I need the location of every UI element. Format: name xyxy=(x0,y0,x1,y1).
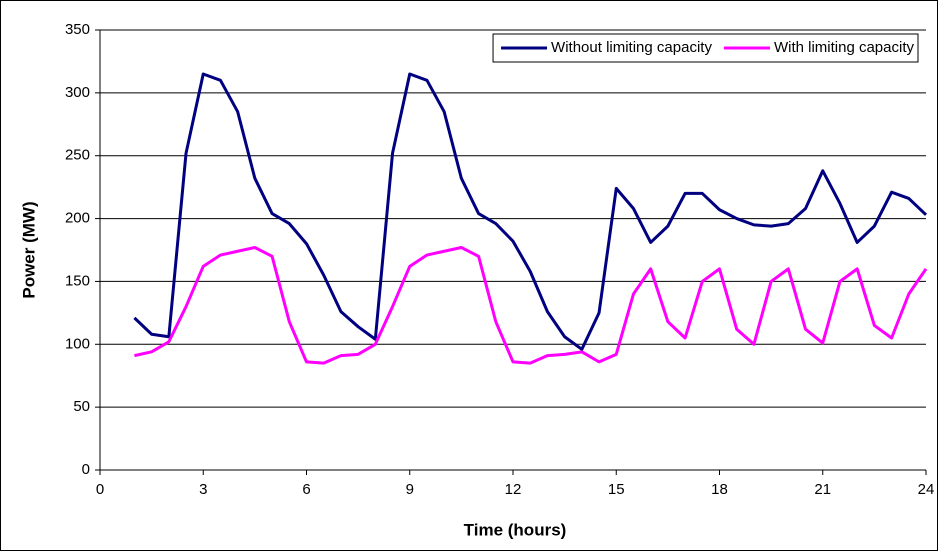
y-tick-label: 100 xyxy=(65,335,90,352)
y-tick-label: 50 xyxy=(73,398,90,415)
series-line xyxy=(133,72,928,351)
x-tick-label: 24 xyxy=(918,481,935,498)
x-tick-label: 3 xyxy=(199,481,207,498)
y-tick-label: 200 xyxy=(65,210,90,227)
series-line xyxy=(134,245,928,365)
y-tick-label: 250 xyxy=(65,147,90,164)
x-tick-label: 12 xyxy=(505,481,522,498)
y-tick-label: 0 xyxy=(82,461,90,478)
y-tick-label: 150 xyxy=(65,272,90,289)
legend-box xyxy=(492,33,919,63)
x-tick-label: 9 xyxy=(406,481,414,498)
y-axis-title: Power (MW) xyxy=(19,201,38,298)
x-tick-label: 18 xyxy=(711,481,728,498)
y-tick-label: 350 xyxy=(65,21,90,38)
x-tick-label: 21 xyxy=(814,481,831,498)
legend-label: With limiting capacity xyxy=(774,39,915,56)
x-tick-label: 0 xyxy=(96,481,104,498)
legend-label: Without limiting capacity xyxy=(551,39,712,56)
x-tick-label: 15 xyxy=(608,481,625,498)
x-axis-title: Time (hours) xyxy=(464,520,567,539)
y-tick-label: 300 xyxy=(65,84,90,101)
x-tick-label: 6 xyxy=(302,481,310,498)
